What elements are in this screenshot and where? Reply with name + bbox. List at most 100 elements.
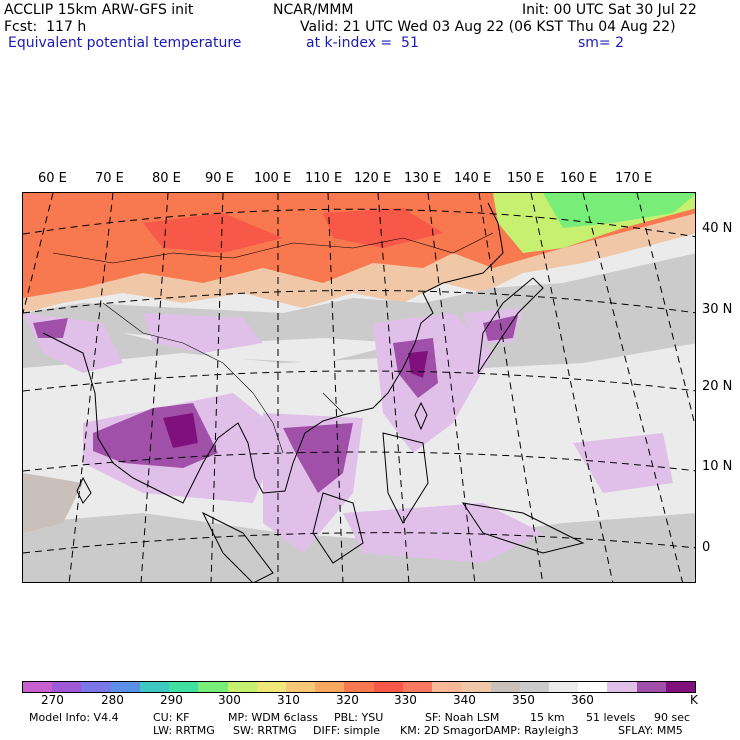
- grid-spacing: 15 km: [530, 711, 565, 724]
- eddy-option: KM: 2D Smagor: [400, 724, 486, 737]
- cumulus-scheme: CU: KF: [153, 711, 190, 724]
- meridian: [140, 193, 169, 582]
- colorbar-swatch: [402, 682, 433, 692]
- colorbar-tick: 270: [41, 693, 64, 707]
- lon-label: 80 E: [152, 171, 181, 186]
- high-theta-core: [143, 213, 283, 253]
- surface-layer-option: SFLAY: MM5: [618, 724, 683, 737]
- colorbar-swatch: [461, 682, 491, 692]
- init-time: Init: 00 UTC Sat 30 Jul 22: [522, 2, 697, 18]
- parallel-equator: [23, 532, 695, 554]
- colorbar-tick: 340: [453, 693, 476, 707]
- colorbar-swatch: [110, 682, 140, 692]
- philippines-coast: [382, 432, 429, 525]
- high-theta-core: [323, 208, 443, 248]
- meridian: [68, 193, 114, 582]
- lon-label: 120 E: [354, 171, 392, 186]
- meridian: [210, 193, 224, 582]
- moist-core: [483, 315, 518, 341]
- moist-core: [33, 318, 68, 338]
- moist-core-deep: [163, 413, 198, 448]
- border: [322, 392, 344, 414]
- lon-label: 60 E: [38, 171, 67, 186]
- western-grey: [23, 473, 83, 533]
- theta-e-field: [23, 193, 695, 582]
- moist-area: [573, 433, 673, 493]
- newguinea-coast: [461, 502, 585, 554]
- colorbar-tick: 350: [512, 693, 535, 707]
- colorbar-tick: 360: [571, 693, 594, 707]
- japan-coast: [477, 277, 544, 374]
- valid-time: Valid: 21 UTC Wed 03 Aug 22 (06 KST Thu …: [300, 19, 676, 35]
- field-name: Equivalent potential temperature: [8, 35, 242, 51]
- lat-label: 40 N: [702, 221, 733, 236]
- colorbar-tick: 320: [336, 693, 359, 707]
- border: [102, 302, 254, 394]
- graticule: [23, 193, 695, 582]
- lat-label: 20 N: [702, 379, 733, 394]
- parallel-30n: [23, 290, 695, 314]
- border: [252, 392, 284, 454]
- colorbar-swatch: [23, 682, 53, 692]
- model-title: ACCLIP 15km ARW-GFS init: [4, 2, 194, 18]
- surface-scheme: SF: Noah LSM: [425, 711, 500, 724]
- border: [52, 232, 494, 264]
- meridian: [327, 193, 344, 582]
- vertical-levels: 51 levels: [586, 711, 636, 724]
- colorbar-tick: 310: [277, 693, 300, 707]
- lat-label: 30 N: [702, 302, 733, 317]
- moist-area: [143, 313, 263, 353]
- colorbar-swatch: [490, 682, 520, 692]
- colorbar-swatch: [81, 682, 111, 692]
- colorbar-unit: K: [690, 693, 698, 707]
- parallel-10n: [23, 451, 695, 472]
- colorbar-swatch: [52, 682, 82, 692]
- meridian: [478, 193, 544, 582]
- lon-label: 90 E: [205, 171, 234, 186]
- colorbar: [22, 681, 696, 693]
- colorbar-swatch: [315, 682, 345, 692]
- colorbar-swatch: [578, 682, 608, 692]
- longwave-scheme: LW: RRTMG: [153, 724, 215, 737]
- colorbar-swatch: [256, 682, 286, 692]
- colorbar-tick: 300: [218, 693, 241, 707]
- colorbar-swatch: [607, 682, 637, 692]
- lon-label: 70 E: [95, 171, 124, 186]
- center-label: NCAR/MMM: [273, 2, 354, 18]
- meridian: [377, 193, 410, 582]
- parallel-40n: [23, 208, 695, 238]
- sumatra-coast: [201, 511, 274, 582]
- lon-label: 160 E: [560, 171, 598, 186]
- colorbar-swatch: [227, 682, 257, 692]
- lon-label: 110 E: [305, 171, 343, 186]
- forecast-hour: Fcst: 117 h: [4, 19, 87, 35]
- meridian: [636, 193, 695, 428]
- meridian: [23, 193, 54, 314]
- lon-label: 130 E: [404, 171, 442, 186]
- pbl-scheme: PBL: YSU: [334, 711, 384, 724]
- taiwan-coast: [414, 401, 428, 431]
- smoothing-label: sm= 2: [578, 35, 625, 51]
- parallel-20n: [23, 370, 695, 392]
- colorbar-swatch: [432, 682, 462, 692]
- colorbar-tick: 330: [394, 693, 417, 707]
- damping-option: DAMP: Rayleigh3: [485, 724, 579, 737]
- lat-label: 0: [702, 540, 711, 555]
- lon-label: 140 E: [454, 171, 492, 186]
- colorbar-swatch: [665, 682, 696, 692]
- borneo-coast: [312, 492, 364, 564]
- coastlines: [42, 202, 585, 582]
- shortwave-scheme: SW: RRTMG: [233, 724, 297, 737]
- map-panel: [22, 192, 696, 583]
- level-label: at k-index = 51: [306, 35, 419, 51]
- model-info: Model Info: V4.4: [29, 711, 119, 724]
- srilanka-coast: [76, 476, 92, 504]
- colorbar-swatch: [636, 682, 666, 692]
- microphysics-scheme: MP: WDM 6class: [228, 711, 318, 724]
- lon-label: 150 E: [507, 171, 545, 186]
- cool-air-core: [543, 193, 695, 228]
- borders: [52, 232, 494, 454]
- colorbar-tick: 280: [101, 693, 124, 707]
- meridian: [427, 193, 476, 582]
- colorbar-swatch: [344, 682, 374, 692]
